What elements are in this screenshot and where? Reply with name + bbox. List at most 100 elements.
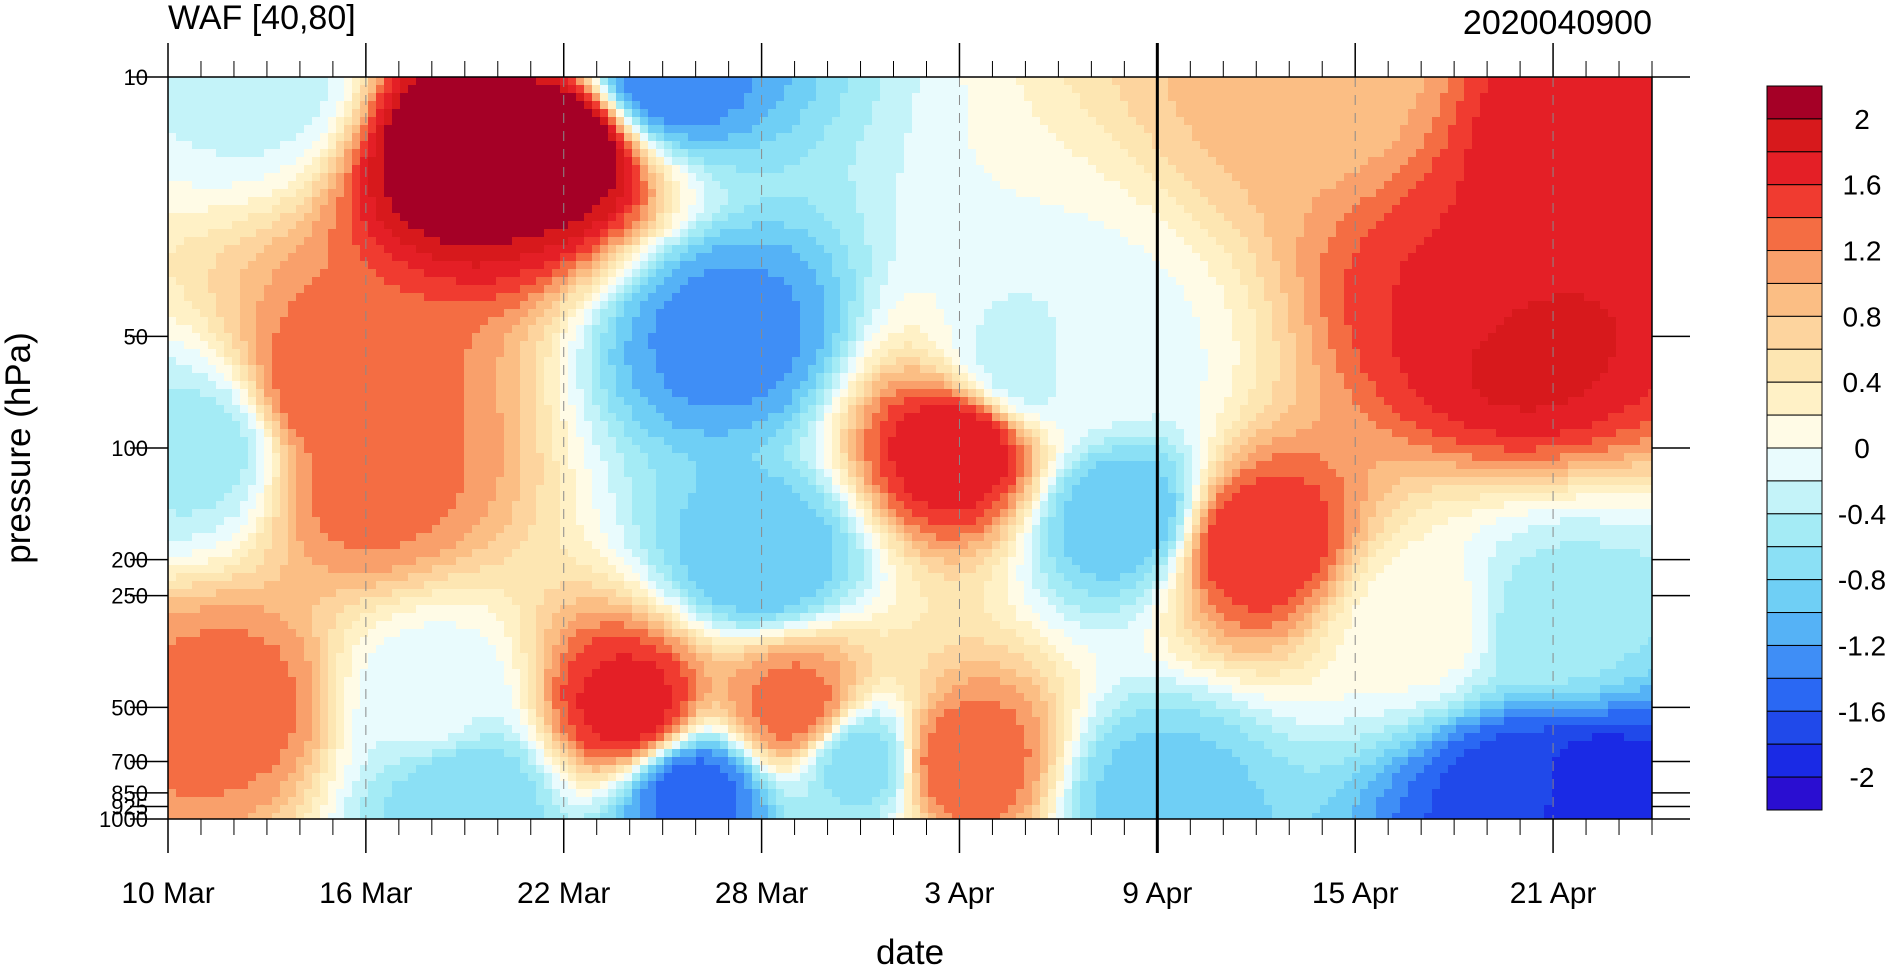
contour-cell (1272, 133, 1281, 142)
contour-cell (1160, 173, 1169, 182)
contour-cell (1528, 245, 1537, 254)
contour-cell (1088, 77, 1097, 86)
contour-cell (408, 93, 417, 102)
contour-cell (1432, 181, 1441, 190)
contour-cell (1288, 221, 1297, 230)
contour-cell (1416, 149, 1425, 158)
contour-cell (408, 101, 417, 110)
contour-cell (1016, 93, 1025, 102)
contour-cell (1576, 253, 1585, 262)
contour-cell (608, 125, 617, 134)
contour-cell (624, 77, 633, 86)
contour-cell (1000, 165, 1009, 174)
contour-cell (200, 237, 209, 246)
contour-cell (464, 85, 473, 94)
contour-cell (776, 229, 785, 238)
contour-cell (440, 173, 449, 182)
contour-cell (728, 205, 737, 214)
contour-cell (1232, 213, 1241, 222)
contour-cell (840, 245, 849, 254)
contour-cell (1432, 285, 1441, 294)
contour-cell (744, 213, 753, 222)
contour-cell (808, 197, 817, 206)
contour-cell (240, 181, 249, 190)
contour-cell (1496, 77, 1505, 86)
contour-cell (360, 149, 369, 158)
contour-cell (944, 173, 953, 182)
contour-cell (1576, 165, 1585, 174)
contour-cell (168, 261, 177, 270)
contour-cell (1560, 125, 1569, 134)
contour-cell (1224, 157, 1233, 166)
contour-cell (1312, 261, 1321, 270)
contour-cell (1032, 85, 1041, 94)
contour-cell (1200, 101, 1209, 110)
contour-cell (888, 221, 897, 230)
contour-cell (824, 237, 833, 246)
contour-cell (1624, 261, 1633, 270)
contour-cell (176, 285, 185, 294)
contour-cell (1000, 269, 1009, 278)
contour-cell (1592, 125, 1601, 134)
contour-cell (696, 141, 705, 150)
contour-cell (568, 237, 577, 246)
contour-cell (1496, 125, 1505, 134)
contour-cell (1344, 237, 1353, 246)
contour-cell (984, 181, 993, 190)
contour-cell (1384, 245, 1393, 254)
contour-cell (984, 229, 993, 238)
contour-cell (1304, 181, 1313, 190)
contour-cell (968, 133, 977, 142)
contour-cell (1376, 269, 1385, 278)
contour-cell (912, 205, 921, 214)
contour-cell (1064, 261, 1073, 270)
contour-cell (1000, 77, 1009, 86)
contour-cell (848, 133, 857, 142)
contour-cell (1224, 77, 1233, 86)
contour-cell (376, 181, 385, 190)
contour-cell (848, 285, 857, 294)
contour-cell (1552, 101, 1561, 110)
contour-cell (1112, 261, 1121, 270)
contour-cell (728, 245, 737, 254)
contour-cell (672, 133, 681, 142)
contour-cell (720, 213, 729, 222)
contour-cell (824, 197, 833, 206)
contour-cell (720, 253, 729, 262)
contour-cell (416, 213, 425, 222)
contour-cell (1192, 149, 1201, 158)
contour-cell (552, 141, 561, 150)
contour-cell (1280, 277, 1289, 286)
contour-cell (360, 213, 369, 222)
contour-cell (416, 173, 425, 182)
contour-cell (224, 269, 233, 278)
contour-cell (832, 221, 841, 230)
contour-cell (872, 277, 881, 286)
contour-cell (512, 101, 521, 110)
contour-cell (1448, 173, 1457, 182)
contour-cell (1568, 133, 1577, 142)
contour-cell (856, 261, 865, 270)
contour-cell (1216, 109, 1225, 118)
contour-cell (696, 149, 705, 158)
contour-cell (176, 125, 185, 134)
contour-cell (1480, 173, 1489, 182)
contour-cell (264, 181, 273, 190)
contour-cell (1264, 285, 1273, 294)
contour-cell (240, 157, 249, 166)
contour-cell (680, 181, 689, 190)
contour-cell (576, 229, 585, 238)
contour-cell (1424, 85, 1433, 94)
contour-cell (896, 173, 905, 182)
contour-cell (1280, 245, 1289, 254)
contour-cell (1168, 285, 1177, 294)
contour-cell (1264, 165, 1273, 174)
contour-cell (184, 229, 193, 238)
contour-cell (776, 125, 785, 134)
contour-cell (656, 173, 665, 182)
contour-cell (768, 109, 777, 118)
contour-cell (1584, 173, 1593, 182)
contour-cell (1056, 85, 1065, 94)
contour-cell (224, 277, 233, 286)
contour-cell (984, 109, 993, 118)
